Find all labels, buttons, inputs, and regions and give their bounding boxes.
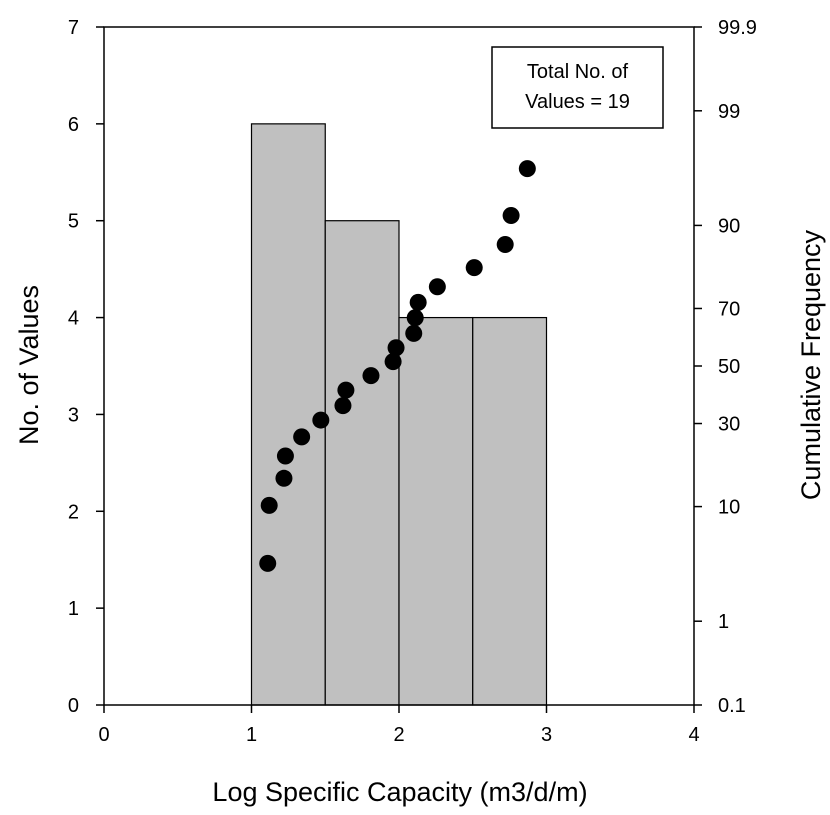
histogram-bar-1 [250,123,326,706]
cumulative-point [406,309,424,327]
cumulative-point [428,278,446,296]
cumulative-point [334,397,352,415]
cumulative-point [337,381,355,399]
y2-tick-label: 70 [718,298,740,320]
cumulative-point [465,259,483,277]
y-tick-label: 3 [68,404,79,426]
histogram-bar-3 [398,316,474,706]
y-tick-label: 4 [68,308,79,330]
y2-tick-label: 99.9 [718,17,757,39]
legend-line-2: Values = 19 [525,91,630,113]
cumulative-point [518,160,536,178]
y-tick-label: 2 [68,501,79,523]
y2-axis-title: Cumulative Frequency [796,229,826,500]
legend-box: Total No. of Values = 19 [491,46,664,129]
y-tick-label: 7 [68,17,79,39]
cumulative-point [260,496,278,514]
points-group [259,160,536,572]
cumulative-point [409,293,427,311]
y2-tick-label: 50 [718,356,740,378]
cumulative-point [502,206,520,224]
x-tick-label: 1 [246,724,257,746]
cumulative-point [387,339,405,357]
y-axis-title: No. of Values [14,285,44,445]
x-axis-title: Log Specific Capacity (m3/d/m) [212,777,587,807]
y-tick-label: 1 [68,598,79,620]
cumulative-point [312,411,330,429]
x-tick-label: 4 [688,724,699,746]
y2-tick-label: 0.1 [718,695,746,717]
y-tick-label: 6 [68,114,79,136]
y2-tick-label: 10 [718,497,740,519]
histogram-bar-4 [472,316,548,706]
cumulative-point [405,324,423,342]
cumulative-point [384,353,402,371]
y-tick-label: 0 [68,695,79,717]
cumulative-point [496,235,514,253]
y2-tick-label: 99 [718,101,740,123]
legend-line-1: Total No. of [527,61,629,83]
bars-group [250,123,548,706]
x-tick-label: 0 [98,724,109,746]
cumulative-point [362,367,380,385]
cumulative-point [276,447,294,465]
x-tick-label: 3 [541,724,552,746]
y2-tick-label: 1 [718,611,729,633]
y-tick-label: 5 [68,211,79,233]
histogram-bar-2 [324,220,400,706]
x-tick-label: 2 [393,724,404,746]
cumulative-point [293,428,311,446]
cumulative-point [259,554,277,572]
axes-group: 0 1 2 3 4 0 1 2 3 4 5 6 7 0.1 1 10 30 50 70 90 99 99.9 [68,17,757,746]
y2-tick-label: 30 [718,414,740,436]
cumulative-point [275,469,293,487]
y2-tick-label: 90 [718,215,740,237]
